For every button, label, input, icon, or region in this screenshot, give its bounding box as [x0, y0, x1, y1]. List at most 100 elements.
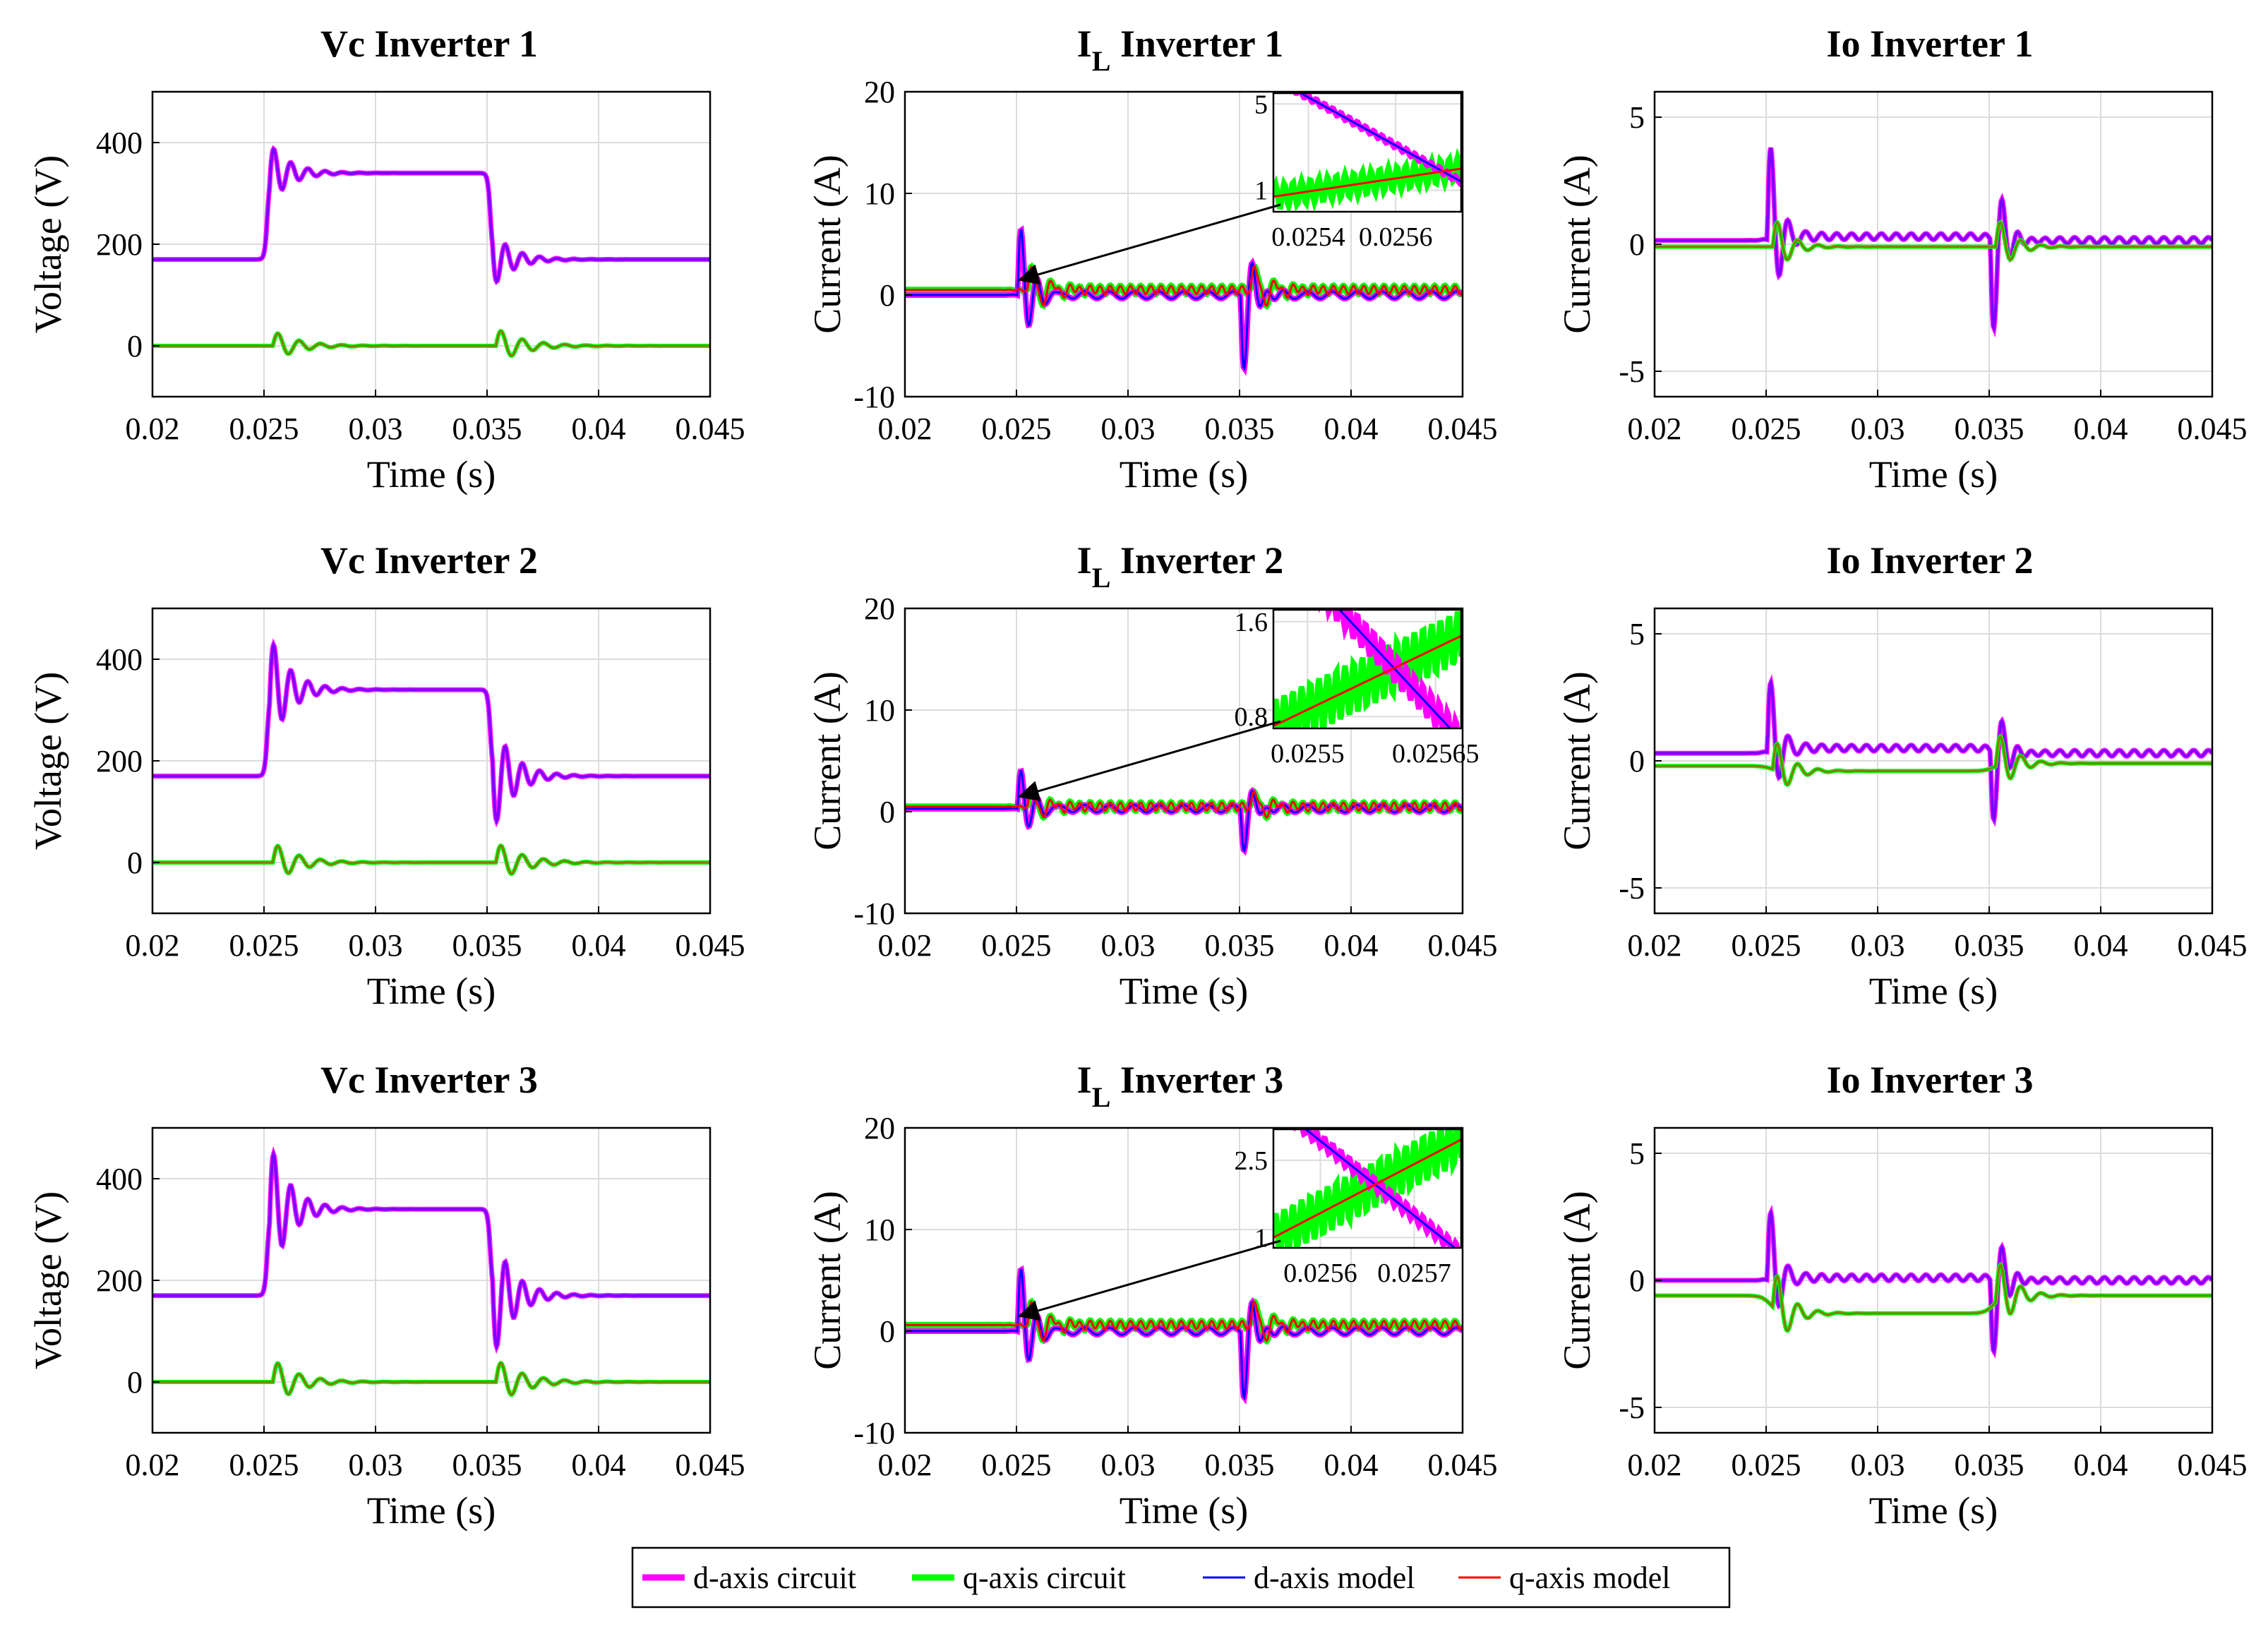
x-tick-label: 0.03	[1101, 1448, 1156, 1482]
inset-series	[1273, 610, 1461, 728]
inset-x-tick-label: 0.02565	[1392, 739, 1480, 769]
x-tick-label: 0.02	[1628, 928, 1682, 963]
x-tick-label: 0.04	[2074, 411, 2128, 446]
x-tick-label: 0.025	[1732, 1448, 1801, 1482]
x-tick-label: 0.02	[878, 411, 932, 446]
inset-frame	[1272, 608, 1463, 730]
series-q-model	[152, 330, 710, 357]
panel-il2: 0.02 0.025 0.03 0.035 0.04 0.045 -10 0 10 20 Time …	[806, 539, 1498, 1012]
x-tick-label: 0.025	[229, 411, 299, 446]
inset-d-model	[1338, 610, 1452, 728]
x-axis-label: Time (s)	[367, 970, 496, 1012]
legend-box	[631, 1546, 1731, 1609]
y-tick-label: 200	[96, 227, 143, 262]
inset-x-tick-label: 0.0256	[1359, 222, 1433, 252]
series-q-model	[1655, 221, 2212, 261]
series-d-model	[1655, 1208, 2212, 1356]
panel-title: IL Inverter 3	[1077, 1059, 1284, 1113]
inset-frame	[1272, 1128, 1463, 1249]
x-tick-label: 0.04	[2074, 928, 2128, 963]
inset-arrow	[1017, 720, 1281, 802]
y-tick-label: 0	[1629, 1263, 1645, 1298]
panel-title: Io Inverter 2	[1827, 539, 2034, 582]
title-subscript: L	[1092, 562, 1111, 594]
plot-frame	[904, 90, 1464, 398]
title-rest: Inverter 1	[1110, 23, 1283, 65]
series-q-model	[905, 265, 1463, 308]
x-tick-label: 0.04	[572, 928, 626, 963]
inset-arrow	[1017, 203, 1281, 285]
x-axis-label: Time (s)	[367, 1489, 496, 1532]
y-tick-label: 200	[96, 744, 143, 779]
x-axis-label: Time (s)	[367, 453, 496, 495]
inset-y-tick-label: 1	[1254, 176, 1268, 205]
inset-y-tick-label: 1.6	[1235, 608, 1268, 637]
x-tick-label: 0.03	[1101, 928, 1156, 963]
x-tick-label: 0.04	[1324, 1448, 1379, 1482]
legend-label: q-axis circuit	[963, 1561, 1126, 1595]
x-tick-label: 0.045	[1428, 411, 1498, 446]
y-tick-label: 20	[864, 75, 895, 109]
x-tick-label: 0.03	[1851, 1448, 1905, 1482]
legend-label: d-axis circuit	[693, 1561, 856, 1595]
panel-title: IL Inverter 1	[1077, 23, 1284, 77]
x-tick-label: 0.035	[1205, 928, 1275, 963]
y-tick-label: 10	[864, 693, 895, 728]
x-tick-label: 0.02	[1628, 411, 1682, 446]
series-q-circuit	[905, 262, 1463, 310]
x-tick-label: 0.025	[982, 1448, 1052, 1482]
x-tick-label: 0.02	[878, 1448, 932, 1482]
x-tick-label: 0.04	[572, 1448, 626, 1482]
inset-y-tick-label: 2.5	[1235, 1146, 1268, 1176]
x-tick-label: 0.03	[1851, 928, 1905, 963]
panel-il3: 0.02 0.025 0.03 0.035 0.04 0.045 -10 0 10 20 Time …	[806, 1059, 1498, 1532]
series-group	[1655, 1204, 2212, 1359]
x-tick-label: 0.045	[2178, 411, 2248, 446]
x-tick-label: 0.04	[572, 411, 626, 446]
series-q-model	[152, 1361, 710, 1396]
plot-frame	[904, 1126, 1464, 1434]
series-q-circuit	[152, 1360, 710, 1397]
panel-title: Vc Inverter 1	[320, 23, 538, 65]
series-q-circuit	[1655, 1261, 2212, 1333]
y-tick-label: 0	[1629, 744, 1645, 779]
inset-y-tick-label: 5	[1254, 90, 1268, 119]
legend-label: q-axis model	[1509, 1561, 1671, 1595]
x-tick-label: 0.03	[349, 411, 403, 446]
panel-title: Vc Inverter 3	[320, 1059, 538, 1101]
x-tick-label: 0.035	[452, 928, 522, 963]
inset-frame	[1272, 92, 1463, 213]
x-tick-label: 0.045	[676, 411, 745, 446]
title-main: I	[1077, 1059, 1092, 1101]
x-tick-label: 0.035	[452, 1448, 522, 1482]
panel-il1: 0.02 0.025 0.03 0.035 0.04 0.045 -10 0 10 20 Time …	[806, 23, 1498, 495]
inset-d-circuit	[1293, 1129, 1460, 1248]
title-main: I	[1077, 23, 1092, 65]
x-tick-label: 0.035	[452, 411, 522, 446]
panel-io2: 0.02 0.025 0.03 0.035 0.04 0.045 -5 0 5 Time (s) C…	[1556, 539, 2248, 1012]
plot-frame	[904, 607, 1464, 915]
panel-title: Io Inverter 1	[1827, 23, 2034, 65]
panel-vc2: 0.02 0.025 0.03 0.035 0.04 0.045 0 200 400 Time (…	[27, 539, 745, 1012]
series-q-circuit	[905, 1297, 1463, 1345]
y-axis-label: Voltage (V)	[27, 155, 69, 333]
series-group	[905, 225, 1463, 376]
title-subscript: L	[1092, 1081, 1111, 1113]
y-tick-label: 0	[127, 1365, 143, 1400]
panel-io3: 0.02 0.025 0.03 0.035 0.04 0.045 -5 0 5 Time (s) C…	[1556, 1059, 2248, 1532]
panel-vc1: 0.02 0.025 0.03 0.035 0.04 0.045 0 200 400 Time (…	[27, 23, 745, 495]
y-tick-label: -10	[853, 1416, 895, 1450]
series-group	[152, 638, 710, 877]
series-d-model	[152, 641, 710, 825]
x-tick-label: 0.02	[1628, 1448, 1682, 1482]
panel-title: Vc Inverter 2	[320, 539, 538, 582]
y-tick-label: 10	[864, 1213, 895, 1247]
x-tick-label: 0.025	[982, 928, 1052, 963]
series-d-circuit	[152, 1146, 710, 1354]
x-tick-label: 0.045	[2178, 928, 2248, 963]
series-d-model	[152, 146, 710, 284]
x-tick-label: 0.03	[349, 1448, 403, 1482]
y-tick-label: 400	[96, 126, 143, 160]
series-group	[152, 1146, 710, 1397]
